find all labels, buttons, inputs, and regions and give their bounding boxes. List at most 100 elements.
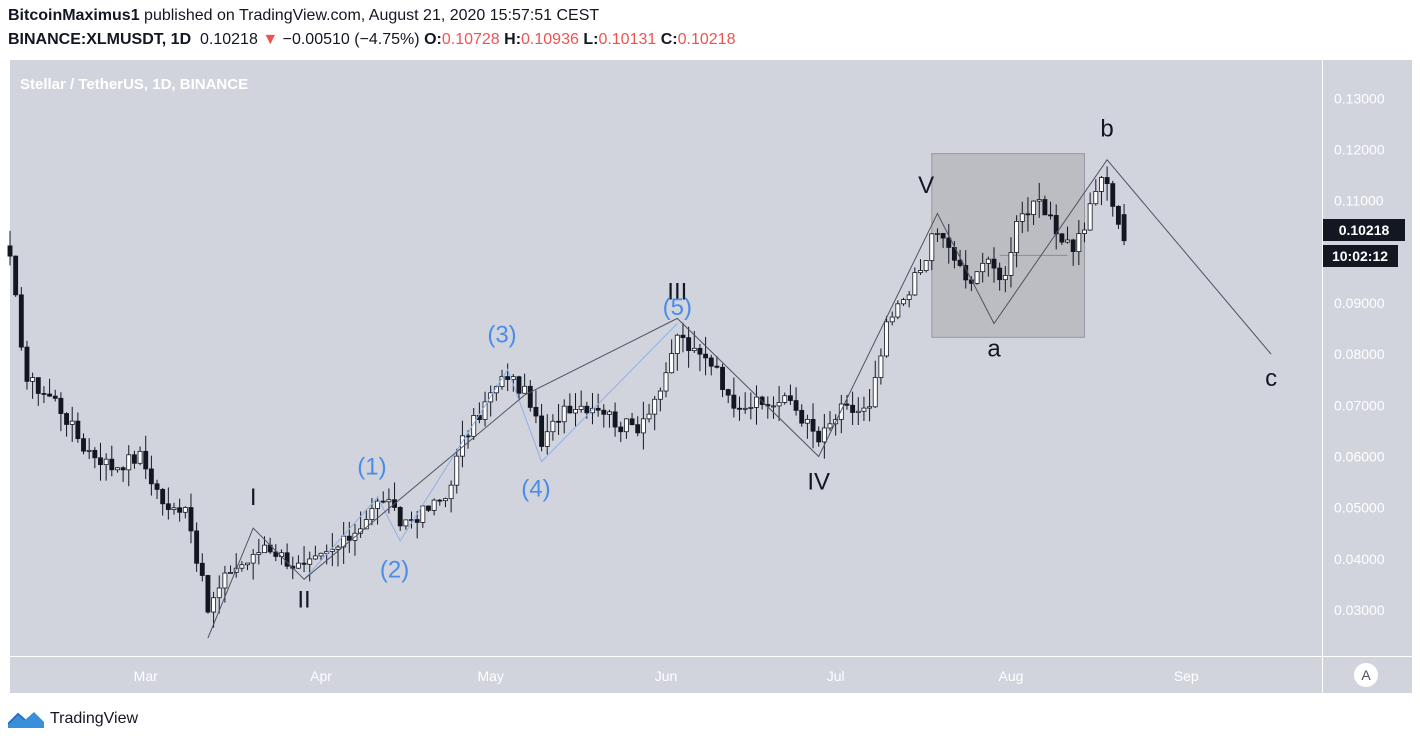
candle[interactable] [1019,201,1025,234]
candle[interactable] [635,416,641,437]
candle[interactable] [18,287,24,351]
candle[interactable] [120,466,126,482]
candle[interactable] [714,356,720,369]
wave-label[interactable]: (4) [521,475,550,502]
candle[interactable] [386,488,392,514]
candle[interactable] [533,390,539,424]
candle[interactable] [239,561,245,572]
candle[interactable] [612,402,618,437]
candle[interactable] [7,230,13,266]
candle[interactable] [375,496,381,525]
candle[interactable] [782,392,788,405]
candle[interactable] [787,384,793,405]
candle[interactable] [686,326,692,368]
candle[interactable] [872,360,878,408]
candle[interactable] [414,510,420,539]
candle[interactable] [623,418,629,439]
candle[interactable] [92,447,98,469]
candle[interactable] [1093,179,1099,206]
candle[interactable] [301,546,307,573]
wave-label[interactable]: (1) [357,453,386,480]
candle[interactable] [228,565,233,574]
candle[interactable] [720,363,725,398]
candle[interactable] [652,395,658,431]
candle[interactable] [1065,226,1070,244]
candle[interactable] [403,519,409,530]
elliott-wave-path[interactable] [207,158,1272,639]
candle[interactable] [205,574,211,614]
candle[interactable] [1087,192,1093,231]
candle[interactable] [544,414,550,455]
candle[interactable] [556,403,561,435]
candle[interactable] [861,396,867,421]
candle[interactable] [420,505,426,528]
candle[interactable] [867,389,873,422]
candle[interactable] [1115,205,1121,229]
wave-label[interactable]: b [1100,116,1113,143]
candle[interactable] [1008,237,1014,288]
candle[interactable] [680,322,686,353]
candle[interactable] [901,297,906,306]
candle[interactable] [437,499,443,506]
candle[interactable] [855,397,861,425]
candle[interactable] [550,414,556,441]
candle[interactable] [595,393,601,417]
candle[interactable] [369,498,375,526]
candle[interactable] [64,412,69,437]
candle[interactable] [13,255,19,297]
candle[interactable] [578,390,584,413]
candle[interactable] [1002,266,1008,293]
candle[interactable] [804,414,810,439]
candle[interactable] [380,491,386,504]
candle[interactable] [703,336,709,376]
wave-label[interactable]: IV [807,469,830,496]
candle[interactable] [674,333,680,371]
candle[interactable] [997,262,1003,291]
candle[interactable] [793,387,799,416]
candle[interactable] [895,300,901,320]
candle[interactable] [810,403,816,449]
auto-scale-icon[interactable]: A [1361,667,1371,683]
candle[interactable] [838,394,844,434]
candle[interactable] [505,363,511,392]
candle[interactable] [211,591,217,628]
candle[interactable] [527,380,533,412]
wave-label[interactable]: II [297,586,310,613]
candle[interactable] [448,480,454,513]
candle[interactable] [918,259,923,275]
candle[interactable] [30,372,36,399]
wave-label[interactable]: a [987,336,1001,363]
candle[interactable] [86,438,92,460]
candle[interactable] [985,256,991,277]
candle[interactable] [98,442,103,481]
candle[interactable] [640,401,646,450]
candle[interactable] [312,545,318,560]
candle[interactable] [131,450,137,469]
candle[interactable] [47,378,53,398]
candle[interactable] [75,412,81,443]
candle[interactable] [1099,175,1104,206]
candle[interactable] [522,373,528,394]
candle[interactable] [974,271,980,285]
candle[interactable] [929,233,935,271]
candle[interactable] [81,433,86,455]
candle[interactable] [194,522,200,572]
candle[interactable] [165,487,171,520]
candle[interactable] [431,498,437,516]
candle[interactable] [69,406,75,442]
candle[interactable] [844,394,850,410]
candle[interactable] [250,549,256,580]
candle[interactable] [199,553,205,582]
candle[interactable] [154,479,160,500]
tradingview-logo-icon[interactable] [8,710,44,728]
candle[interactable] [878,348,884,385]
candle[interactable] [1104,166,1110,201]
candle[interactable] [1082,222,1087,243]
candle[interactable] [363,509,369,530]
candle[interactable] [143,435,149,480]
candle[interactable] [52,389,58,402]
candle[interactable] [335,544,341,567]
candle[interactable] [573,393,578,427]
candle[interactable] [24,340,30,390]
